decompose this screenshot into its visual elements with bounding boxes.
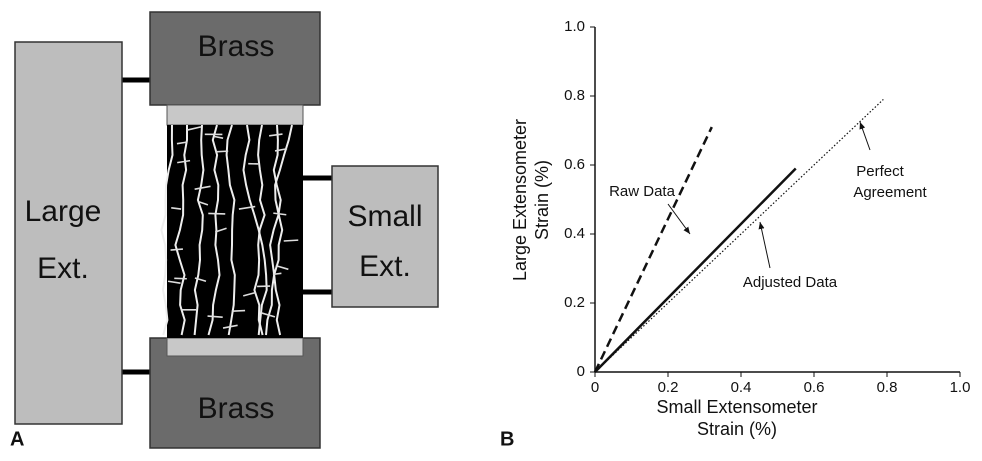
panel-label: A: [10, 428, 24, 450]
x-tick-label: 0.6: [804, 379, 825, 396]
large-ext-label: Large: [25, 195, 102, 228]
y-tick-label: 0.8: [564, 87, 585, 104]
trabecula: [269, 124, 282, 336]
brass-label: Brass: [198, 392, 275, 425]
trabecula: [273, 212, 287, 216]
trabecula: [214, 227, 227, 233]
trabecula: [208, 212, 226, 215]
trabecula: [174, 125, 188, 336]
trabecula: [176, 141, 187, 145]
trabecula: [194, 277, 207, 283]
annotation: Adjusted Data: [743, 274, 838, 291]
trabecula: [193, 124, 205, 336]
trabecula: [207, 315, 223, 318]
trabecula: [269, 133, 283, 137]
trabecula: [177, 159, 191, 164]
series-line: [594, 167, 797, 373]
trabecula: [207, 124, 221, 336]
small-extensometer: [331, 165, 439, 308]
series-line: [593, 126, 713, 373]
trabecula: [215, 150, 229, 153]
annotation: Perfect: [856, 163, 904, 180]
trabecula: [198, 201, 209, 206]
y-tick-label: 0.2: [564, 294, 585, 311]
trabecula: [253, 124, 266, 336]
large-ext-label: Ext.: [37, 252, 89, 285]
y-axis-label: Large Extensometer: [510, 119, 530, 281]
brass-top: [149, 11, 321, 106]
small-ext-label: Ext.: [359, 250, 411, 283]
trabecula: [213, 135, 224, 139]
specimen: [160, 124, 303, 338]
x-axis-label: Strain (%): [697, 419, 777, 439]
small-ext-label: Small: [347, 200, 422, 233]
annotation-arrow: [667, 203, 691, 235]
x-tick-label: 1.0: [950, 379, 971, 396]
trabecula: [261, 312, 276, 318]
annotation-arrow: [758, 221, 771, 269]
x-tick-label: 0.2: [658, 379, 679, 396]
y-tick-label: 1.0: [564, 18, 585, 35]
trabecula: [225, 124, 236, 336]
x-tick-label: 0: [591, 379, 599, 396]
end-plate: [166, 337, 304, 357]
end-plate: [166, 104, 304, 126]
trabecula: [222, 324, 238, 329]
x-axis-label: Small Extensometer: [656, 397, 817, 417]
trabecula: [275, 264, 289, 271]
annotation: Agreement: [853, 184, 927, 201]
trabecula: [274, 147, 288, 152]
trabecula: [272, 272, 282, 276]
annotation-arrow: [859, 121, 871, 151]
series-line: [594, 99, 884, 373]
trabecula: [231, 309, 246, 313]
panel-label: B: [500, 428, 514, 450]
trabecula: [194, 185, 211, 190]
diagram: Large Ext. Brass Brass Small Ext. A: [10, 11, 439, 450]
y-tick-label: 0: [577, 363, 585, 380]
chart: B 0 0.2 0.4 0.6 0.8 1.0 0 0.2 0.4 0.6 0.8 1.0 Small …: [500, 18, 970, 450]
annotation: Raw Data: [609, 183, 676, 200]
trabecula: [170, 248, 183, 251]
trabecula: [283, 239, 299, 242]
y-axis-label: Strain (%): [532, 160, 552, 240]
x-tick-label: 0.8: [877, 379, 898, 396]
trabecula: [160, 124, 174, 336]
x-tick-label: 0.4: [731, 379, 752, 396]
large-extensometer: [14, 41, 123, 425]
trabecula: [243, 291, 256, 297]
trabecula: [265, 124, 293, 336]
trabecula: [171, 207, 182, 210]
trabecula: [186, 126, 202, 131]
brass-label: Brass: [198, 30, 275, 63]
y-tick-label: 0.6: [564, 156, 585, 173]
trabecula: [238, 205, 256, 210]
trabecula: [167, 280, 181, 284]
y-tick-label: 0.4: [564, 225, 585, 242]
